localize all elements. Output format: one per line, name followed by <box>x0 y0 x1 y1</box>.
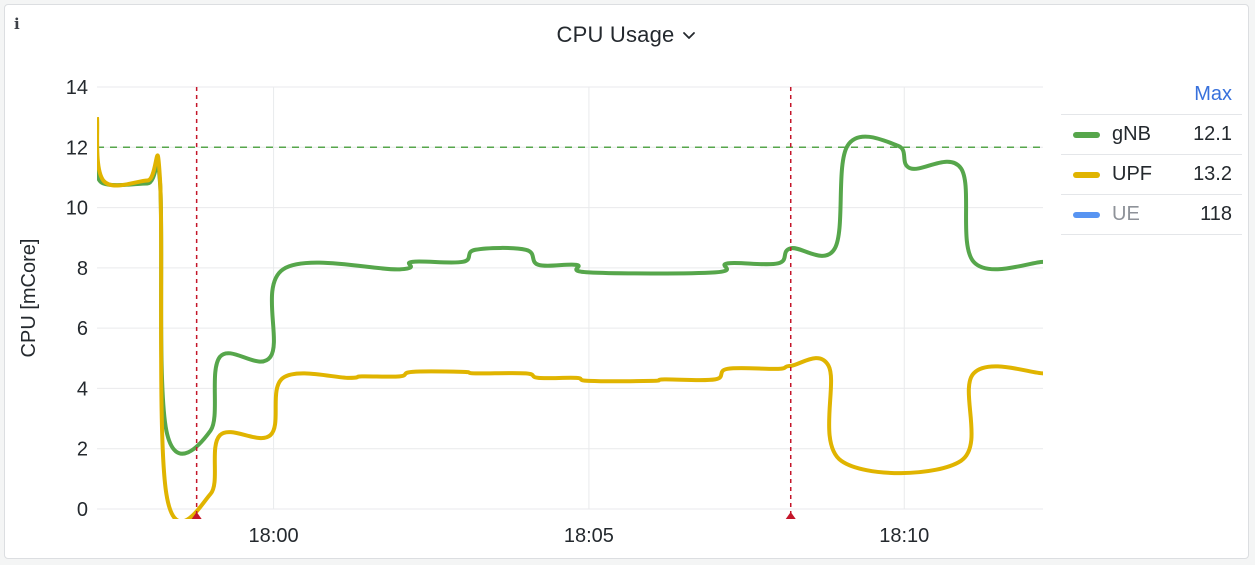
y-axis-label: CPU [mCore] <box>18 239 40 358</box>
legend-item-gnb[interactable]: gNB 12.1 <box>1061 115 1242 155</box>
y-tick-label: 2 <box>77 439 88 461</box>
y-tick-label: 4 <box>77 378 88 400</box>
y-tick-label: 10 <box>66 198 88 220</box>
legend-swatch <box>1073 211 1100 218</box>
legend-swatch <box>1073 131 1100 138</box>
legend-series-name: UE <box>1112 203 1140 225</box>
x-tick-label: 18:10 <box>879 525 929 547</box>
panel-title-menu[interactable]: CPU Usage <box>557 22 697 48</box>
legend-item-ue[interactable]: UE 118 <box>1061 195 1242 235</box>
y-tick-label: 6 <box>77 318 88 340</box>
panel-header: CPU Usage <box>5 22 1248 48</box>
y-tick-label: 12 <box>66 137 88 159</box>
info-icon[interactable]: i <box>14 15 20 33</box>
x-tick-label: 18:00 <box>249 525 299 547</box>
panel-title: CPU Usage <box>556 22 675 47</box>
legend-max-value: 12.1 <box>1193 123 1232 145</box>
legend-max-value: 13.2 <box>1193 163 1232 185</box>
y-tick-label: 0 <box>77 499 88 521</box>
annotation-marker <box>191 512 202 519</box>
series-line-gnb <box>97 134 1043 456</box>
legend-max-header[interactable]: Max <box>1061 79 1242 115</box>
y-tick-label: 14 <box>66 77 88 99</box>
x-tick-label: 18:05 <box>564 525 614 547</box>
series-line-upf <box>97 116 1043 519</box>
cpu-usage-panel: i CPU Usage Max gNB 12.1 UPF 13.2 UE 118 <box>4 4 1249 559</box>
chevron-down-icon <box>683 32 696 39</box>
legend-series-name: gNB <box>1112 123 1151 145</box>
annotation-marker <box>785 512 796 519</box>
legend-series-name: UPF <box>1112 163 1152 185</box>
legend-swatch <box>1073 171 1100 178</box>
legend-item-upf[interactable]: UPF 13.2 <box>1061 155 1242 195</box>
legend-table: Max gNB 12.1 UPF 13.2 UE 118 <box>1061 79 1242 235</box>
y-tick-label: 8 <box>77 258 88 280</box>
legend-max-value: 118 <box>1200 203 1232 225</box>
